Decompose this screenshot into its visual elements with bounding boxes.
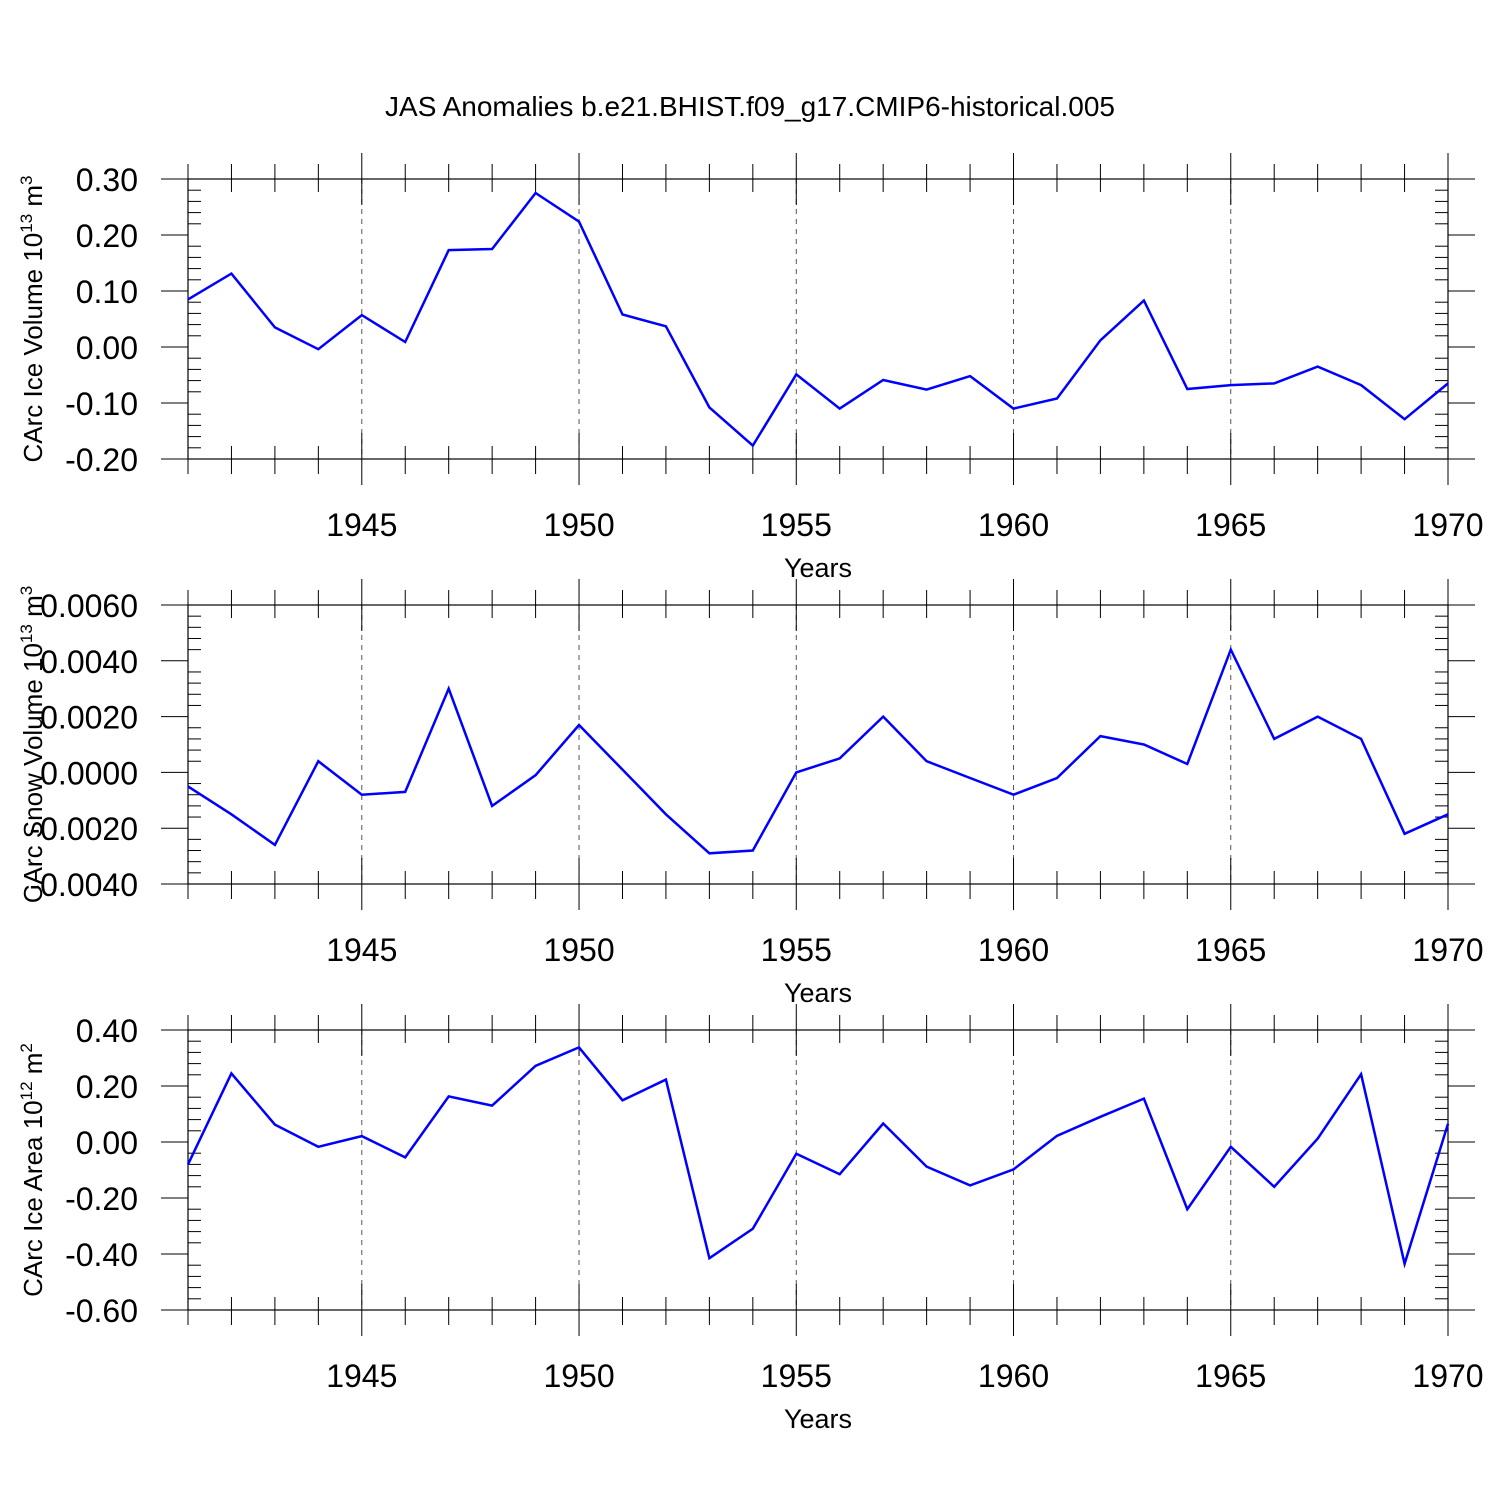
x-tick-label-1970: 1970 (1412, 1358, 1483, 1394)
plot-frame (187, 1029, 1449, 1311)
x-tick-label-1970: 1970 (1412, 932, 1483, 968)
y-tick-label-5: 0.30 (76, 162, 138, 198)
panel-snow-volume: -0.0040 -0.0020 0.0000 0.0020 0.0040 0.0060 19… (17, 579, 1484, 1008)
y-tick-label-1: -0.10 (65, 386, 138, 422)
y-tick-label-2: -0.20 (65, 1181, 138, 1217)
x-tick-label-1945: 1945 (326, 932, 397, 968)
chart-title: JAS Anomalies b.e21.BHIST.f09_g17.CMIP6-… (385, 91, 1115, 122)
x-tick-label-1955: 1955 (761, 1358, 832, 1394)
y-tick-label-5: 0.40 (76, 1013, 138, 1049)
y-tick-label-3: 0.10 (76, 274, 138, 310)
y-tick-label-2: 0.00 (76, 330, 138, 366)
y-tick-label-5: 0.0060 (40, 588, 138, 624)
x-axis-label: Years (784, 1404, 852, 1434)
plot-frame (187, 604, 1449, 885)
series-line-ice-area (186, 1045, 1450, 1269)
x-tick-label-1950: 1950 (543, 1358, 614, 1394)
y-tick-label-3: 0.0020 (40, 700, 138, 736)
panel-ice-volume: -0.20 -0.10 0.00 0.10 0.20 0.30 1945 1950 1955 19… (17, 153, 1484, 583)
x-tick-label-1960: 1960 (978, 507, 1049, 543)
panel-ice-area: -0.60 -0.40 -0.20 0.00 0.20 0.40 1945 1950 1955 1… (17, 1004, 1484, 1434)
y-tick-label-0: -0.20 (65, 442, 138, 478)
series-line-snow-volume (187, 646, 1449, 855)
x-tick-label-1965: 1965 (1195, 507, 1266, 543)
y-tick-label-0: -0.0040 (29, 867, 138, 903)
x-axis-label: Years (784, 553, 852, 583)
y-tick-label-4: 0.0040 (40, 644, 138, 680)
x-axis-label: Years (784, 978, 852, 1008)
y-axis-label: CArc Ice Volume 1013 m3 (17, 175, 48, 462)
x-tick-label-1950: 1950 (543, 932, 614, 968)
series-line-ice-volume (187, 191, 1449, 448)
y-tick-label-4: 0.20 (76, 1069, 138, 1105)
x-tick-label-1965: 1965 (1195, 932, 1266, 968)
y-tick-label-1: -0.0020 (29, 811, 138, 847)
x-tick-label-1955: 1955 (761, 932, 832, 968)
x-tick-label-1960: 1960 (978, 1358, 1049, 1394)
x-tick-label-1945: 1945 (326, 507, 397, 543)
y-axis-label: CArc Ice Area 1012 m2 (17, 1043, 48, 1297)
y-tick-label-1: -0.40 (65, 1237, 138, 1273)
x-tick-label-1955: 1955 (761, 507, 832, 543)
y-tick-label-2: 0.0000 (40, 755, 138, 791)
plot-frame (187, 178, 1449, 460)
y-tick-label-3: 0.00 (76, 1125, 138, 1161)
y-tick-label-0: -0.60 (65, 1293, 138, 1329)
x-tick-label-1945: 1945 (326, 1358, 397, 1394)
x-tick-label-1965: 1965 (1195, 1358, 1266, 1394)
x-tick-label-1950: 1950 (543, 507, 614, 543)
y-tick-label-4: 0.20 (76, 218, 138, 254)
panels: -0.20 -0.10 0.00 0.10 0.20 0.30 1945 1950 1955 19… (17, 153, 1484, 1434)
x-tick-label-1970: 1970 (1412, 507, 1483, 543)
y-axis-label: CArc Snow Volume 1013 m3 (17, 586, 48, 903)
x-tick-label-1960: 1960 (978, 932, 1049, 968)
